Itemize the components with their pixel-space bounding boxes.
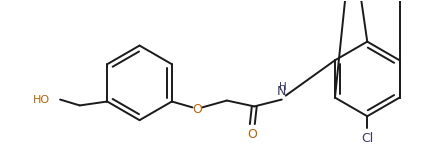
Text: O: O	[192, 103, 202, 116]
Text: HO: HO	[33, 95, 51, 104]
Text: O: O	[247, 128, 257, 141]
Text: Cl: Cl	[361, 132, 373, 145]
Text: N: N	[277, 85, 287, 98]
Text: H: H	[279, 82, 287, 92]
